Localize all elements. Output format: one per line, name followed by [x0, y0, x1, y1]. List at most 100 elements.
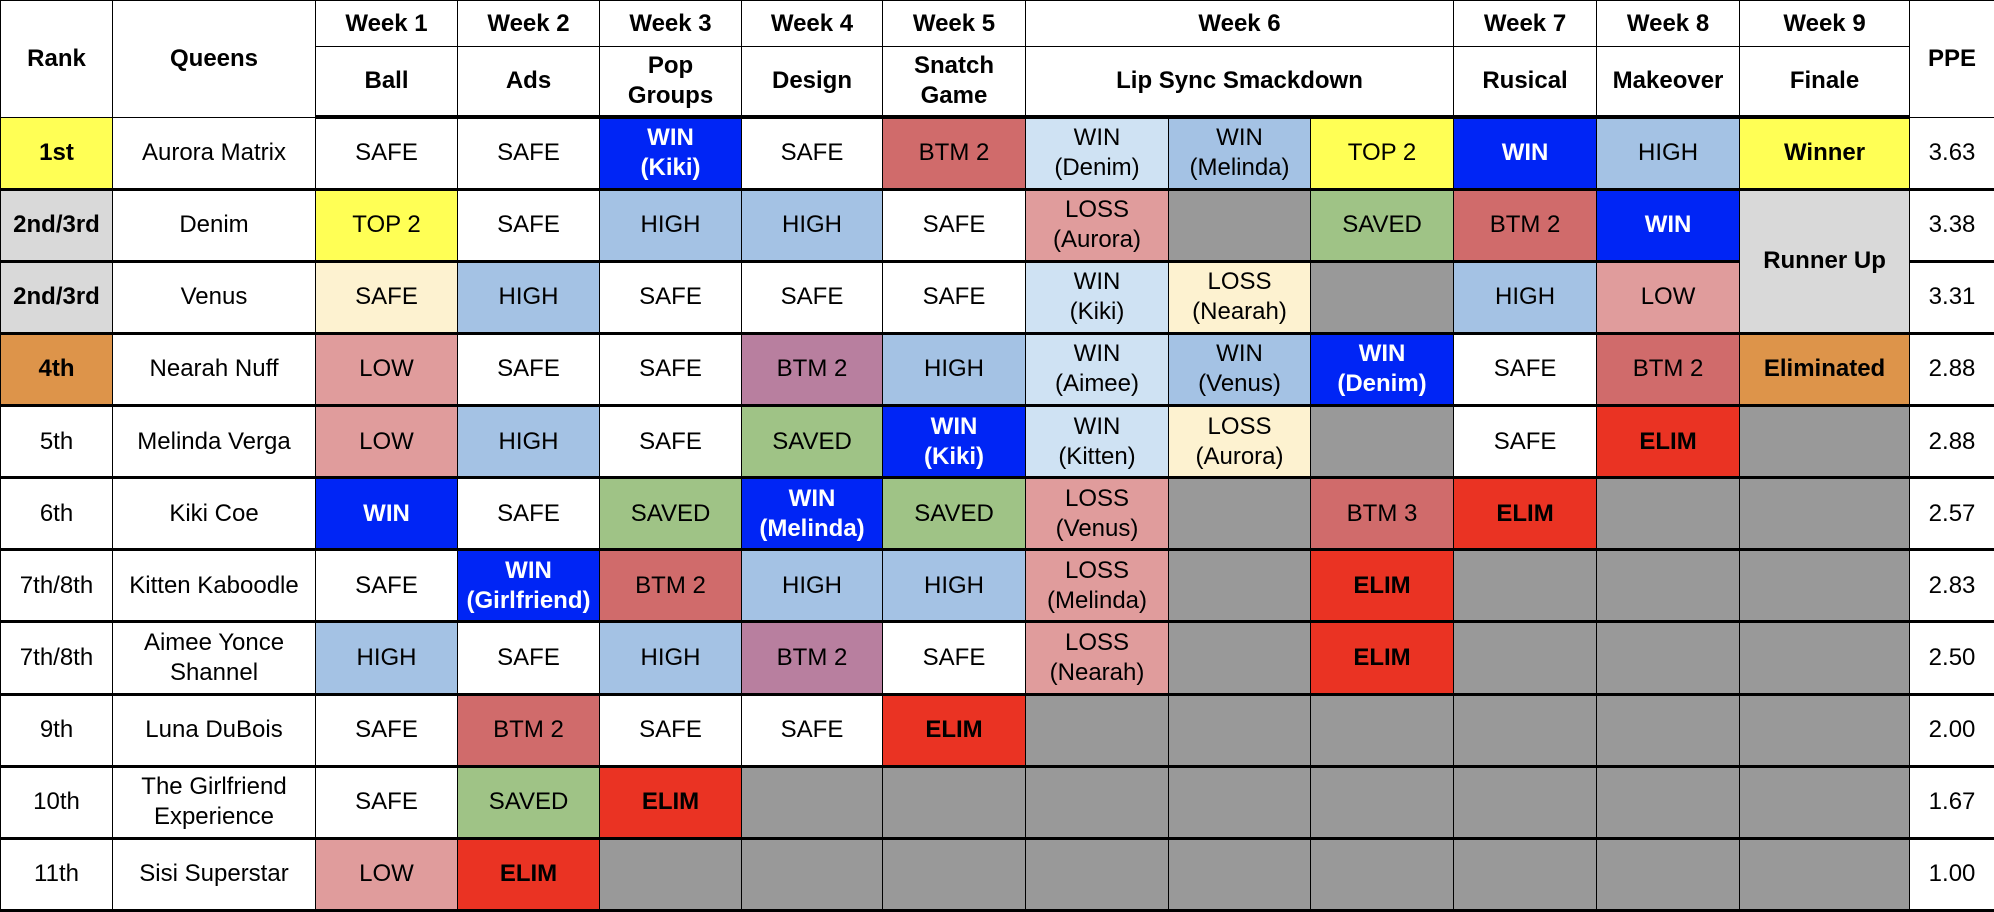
empty-cell — [1453, 621, 1598, 696]
result-cell: ELIM — [599, 765, 742, 840]
empty-cell — [741, 765, 883, 840]
queen-name-cell: Kitten Kaboodle — [112, 549, 316, 624]
header-week: Week 7 — [1453, 0, 1598, 47]
result-cell: SAFE — [1453, 332, 1598, 408]
header-week: Week 4 — [741, 0, 883, 47]
header-challenge: Pop Groups — [599, 46, 742, 119]
result-cell: WIN (Kiki) — [599, 116, 742, 191]
table-row: 1st Aurora Matrix SAFE SAFE WIN (Kiki) SAFE BT… — [0, 116, 1994, 191]
result-cell: Winner — [1739, 116, 1911, 191]
queen-name-cell: Denim — [112, 188, 316, 263]
table-row: 11th Sisi Superstar LOW ELIM 1.00 — [0, 837, 1994, 912]
empty-cell — [1739, 549, 1911, 624]
result-cell: HIGH — [741, 188, 883, 263]
empty-cell — [1596, 549, 1741, 624]
result-cell: WIN (Aimee) — [1025, 332, 1169, 408]
rank-cell: 4th — [0, 332, 113, 408]
table-row: 2nd/3rd Venus SAFE HIGH SAFE SAFE SAFE WIN (Kik… — [0, 260, 1994, 335]
header-challenge: Finale — [1739, 46, 1911, 119]
table-row: 6th Kiki Coe WIN SAFE SAVED WIN (Melinda) SAVE… — [0, 477, 1994, 552]
result-cell: BTM 2 — [457, 693, 600, 768]
result-cell: HIGH — [882, 332, 1026, 408]
result-cell: SAFE — [1453, 404, 1598, 480]
result-cell: LOW — [1596, 260, 1741, 335]
queen-name-cell: Aimee Yonce Shannel — [112, 621, 316, 696]
queen-name-cell: Kiki Coe — [112, 477, 316, 552]
empty-cell — [1168, 693, 1311, 768]
ppe-cell: 2.57 — [1909, 477, 1994, 552]
empty-cell — [1168, 765, 1311, 840]
rank-cell: 7th/8th — [0, 549, 113, 624]
empty-cell — [1453, 549, 1598, 624]
empty-cell — [1596, 477, 1741, 552]
result-cell: SAFE — [599, 332, 742, 408]
rank-cell: 1st — [0, 116, 113, 191]
result-cell: WIN (Girlfriend) — [457, 549, 600, 624]
header-challenge: Lip Sync Smackdown — [1024, 46, 1455, 119]
result-cell: WIN (Denim) — [1025, 116, 1169, 191]
empty-cell — [1025, 693, 1169, 768]
header-week: Week 2 — [457, 0, 600, 47]
rank-cell: 7th/8th — [0, 621, 113, 696]
header-week: Week 6 — [1024, 0, 1455, 47]
rank-cell: 11th — [0, 837, 113, 912]
result-cell: HIGH — [457, 260, 600, 335]
header-rank: Rank — [0, 0, 113, 118]
result-cell: ELIM — [882, 693, 1026, 768]
ppe-cell: 2.83 — [1909, 549, 1994, 624]
result-cell: HIGH — [1596, 116, 1741, 191]
empty-cell — [741, 837, 883, 912]
empty-cell — [1168, 477, 1311, 552]
result-cell: BTM 2 — [882, 116, 1026, 191]
result-cell: WIN — [1596, 188, 1741, 263]
ppe-cell: 3.31 — [1909, 260, 1994, 335]
empty-cell — [1453, 765, 1598, 840]
result-cell: HIGH — [599, 188, 742, 263]
empty-cell — [1309, 260, 1455, 335]
result-cell: SAVED — [457, 765, 600, 840]
result-cell: ELIM — [1453, 477, 1598, 552]
result-cell: SAFE — [315, 693, 458, 768]
result-cell: HIGH — [882, 549, 1026, 624]
rank-cell: 9th — [0, 693, 113, 768]
header-challenge: Design — [741, 46, 883, 119]
header-row-challenges: Ball Ads Pop Groups Design Snatch Game Lip Sy… — [1, 46, 1994, 119]
empty-cell — [1453, 693, 1598, 768]
empty-cell — [1596, 621, 1741, 696]
result-cell: SAFE — [599, 404, 742, 480]
result-cell: SAVED — [1309, 188, 1455, 263]
ppe-cell: 2.00 — [1909, 693, 1994, 768]
rank-cell: 6th — [0, 477, 113, 552]
result-cell: SAFE — [457, 621, 600, 696]
table-row: 7th/8th Aimee Yonce Shannel HIGH SAFE HIGH BT… — [0, 621, 1994, 696]
empty-cell — [1453, 837, 1598, 912]
ppe-cell: 1.00 — [1909, 837, 1994, 912]
empty-cell — [1168, 837, 1311, 912]
table-row: 2nd/3rd Denim TOP 2 SAFE HIGH HIGH SAFE LOSS (A… — [0, 188, 1994, 335]
result-cell: HIGH — [457, 404, 600, 480]
queen-name-cell: Sisi Superstar — [112, 837, 316, 912]
empty-cell — [1739, 621, 1911, 696]
result-cell: Eliminated — [1739, 332, 1911, 408]
result-cell: SAFE — [457, 332, 600, 408]
result-cell: SAVED — [741, 404, 883, 480]
result-cell: LOW — [315, 332, 458, 408]
queen-name-cell: Luna DuBois — [112, 693, 316, 768]
result-cell: SAFE — [315, 260, 458, 335]
result-cell: LOW — [315, 837, 458, 912]
result-cell: BTM 2 — [1453, 188, 1598, 263]
empty-cell — [1739, 765, 1911, 840]
empty-cell — [882, 837, 1026, 912]
result-cell: BTM 2 — [741, 621, 883, 696]
result-cell: SAFE — [882, 260, 1026, 335]
empty-cell — [1739, 477, 1911, 552]
header-week: Week 5 — [882, 0, 1026, 47]
header-row-weeks: Rank Queens Week 1 Week 2 Week 3 Week 4 Week… — [0, 0, 1994, 118]
ppe-cell: 2.88 — [1909, 332, 1994, 408]
header-challenge: Snatch Game — [882, 46, 1026, 119]
result-cell: WIN (Melinda) — [1168, 116, 1311, 191]
empty-cell — [1168, 621, 1311, 696]
result-cell: BTM 2 — [599, 549, 742, 624]
empty-cell — [1596, 765, 1741, 840]
queen-name-cell: Nearah Nuff — [112, 332, 316, 408]
